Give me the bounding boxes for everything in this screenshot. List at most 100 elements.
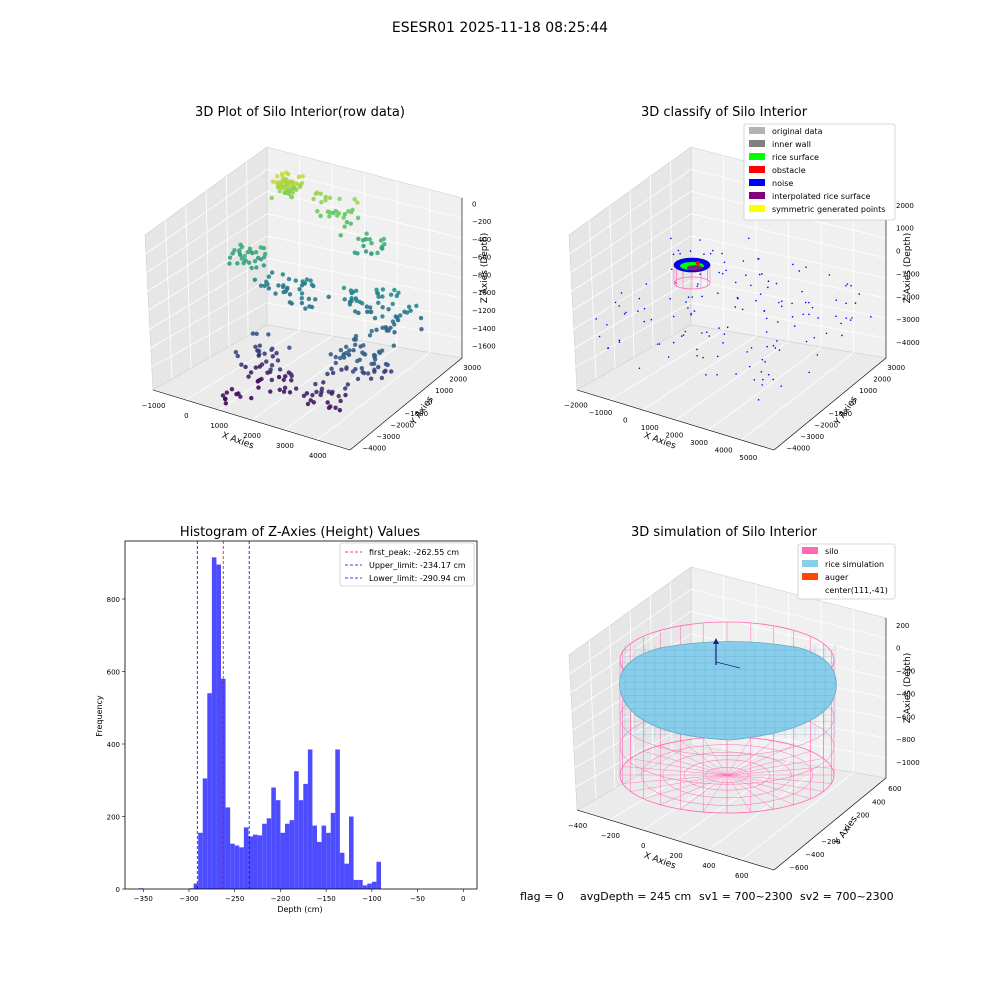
scatter-point — [289, 194, 294, 200]
silo-floor-spoke — [630, 774, 728, 792]
legend-swatch — [802, 547, 818, 554]
panel4-title: 3D simulation of Silo Interior — [631, 525, 818, 540]
scatter-point — [281, 283, 286, 288]
noise-point — [792, 263, 794, 266]
scatter-point — [299, 300, 305, 306]
noise-point — [761, 273, 763, 275]
scatter-point — [337, 407, 343, 413]
x-tick-label: −50 — [410, 895, 425, 903]
scatter-point — [333, 360, 339, 366]
noise-point — [835, 315, 837, 318]
scatter-point — [418, 315, 424, 321]
scatter-point — [308, 398, 313, 403]
noise-point — [595, 318, 598, 320]
scatter-point — [372, 315, 378, 321]
legend-label: Upper_limit: -234.17 cm — [369, 561, 466, 570]
scatter-point — [342, 297, 347, 302]
histogram-bar — [216, 564, 221, 889]
scatter-point — [367, 305, 373, 310]
legend-label: symmetric generated points — [772, 205, 885, 214]
noise-point — [755, 299, 757, 302]
histogram-bar — [312, 825, 317, 889]
z-tick-label: −4000 — [896, 339, 920, 347]
scatter-point — [227, 261, 232, 266]
z-tick-label: 0 — [896, 248, 900, 256]
scatter-point — [365, 309, 370, 315]
histogram-bar — [371, 881, 377, 889]
panel3-axes: −350 −300 −250 −200 −150 −100 −50 0 0 200 400 600 80… — [107, 540, 478, 903]
noise-point — [623, 313, 626, 315]
scatter-point — [269, 195, 274, 201]
noise-point — [851, 317, 853, 319]
scatter-point — [364, 231, 369, 236]
scatter-point — [289, 301, 294, 306]
silo-floor-spoke — [643, 774, 728, 799]
scatter-point — [318, 191, 323, 197]
histogram-bar — [280, 832, 285, 889]
grid-line — [670, 161, 673, 336]
y-tick-label: 800 — [107, 596, 120, 604]
noise-point — [846, 283, 849, 285]
x-tick-label: −2000 — [564, 402, 588, 410]
scatter-point — [353, 366, 358, 372]
noise-point — [667, 356, 670, 358]
noise-point — [845, 317, 848, 319]
x-tick-label: 5000 — [739, 454, 757, 462]
grid-line — [164, 220, 173, 380]
legend-frame — [339, 542, 475, 587]
scatter-point — [283, 374, 288, 379]
scatter-point — [243, 258, 248, 263]
scatter-point — [304, 277, 310, 282]
z-tick-label: −600 — [896, 713, 915, 721]
scatter-point — [323, 195, 328, 200]
x-tick-label: 4000 — [715, 447, 733, 455]
panel4-zlabel: Z Axies (Depth) — [903, 653, 913, 724]
scatter-point — [246, 374, 251, 379]
noise-point — [658, 343, 661, 345]
noise-point — [761, 384, 764, 386]
scatter-point — [265, 370, 270, 375]
panel1-title: 3D Plot of Silo Interior(row data) — [195, 105, 405, 120]
scatter-point — [375, 250, 380, 256]
noise-point — [845, 302, 847, 305]
scatter-point — [341, 215, 346, 220]
scatter-point — [287, 179, 292, 184]
scatter-point — [250, 331, 256, 336]
histogram-bar — [266, 818, 272, 889]
scatter-point — [277, 367, 283, 372]
histogram-bar — [330, 812, 336, 889]
noise-point — [778, 301, 780, 304]
scatter-point — [280, 272, 286, 277]
noise-point — [758, 273, 761, 276]
scatter-point — [367, 333, 373, 338]
z-tick-label: −1200 — [472, 307, 496, 315]
histogram-bar — [289, 820, 295, 889]
y-tick-label: 3000 — [463, 364, 481, 372]
scatter-point — [351, 348, 356, 353]
scatter-point — [306, 296, 312, 302]
scatter-point — [286, 276, 292, 282]
noise-point — [828, 274, 831, 276]
scatter-point — [348, 221, 353, 226]
scatter-point — [379, 375, 385, 381]
noise-point — [793, 325, 796, 327]
y-tick-label: 0 — [116, 886, 120, 894]
scatter-point — [375, 290, 380, 296]
scatter-point — [269, 347, 274, 352]
scatter-point — [406, 304, 412, 310]
scatter-point — [253, 344, 258, 349]
y-tick-label: −200 — [821, 838, 840, 846]
scatter-point — [275, 358, 281, 363]
histogram-bar — [307, 749, 313, 889]
scatter-point — [305, 401, 311, 407]
scatter-point — [380, 305, 385, 310]
y-tick-label: −4000 — [362, 445, 386, 453]
scatter-point — [286, 370, 292, 375]
scatter-point — [256, 385, 261, 390]
silo-floor-spoke — [726, 758, 824, 776]
z-tick-label: −1400 — [472, 325, 496, 333]
noise-point — [721, 272, 724, 275]
scatter-point — [356, 310, 361, 316]
grid-line — [568, 722, 692, 791]
noise-point — [709, 252, 712, 255]
